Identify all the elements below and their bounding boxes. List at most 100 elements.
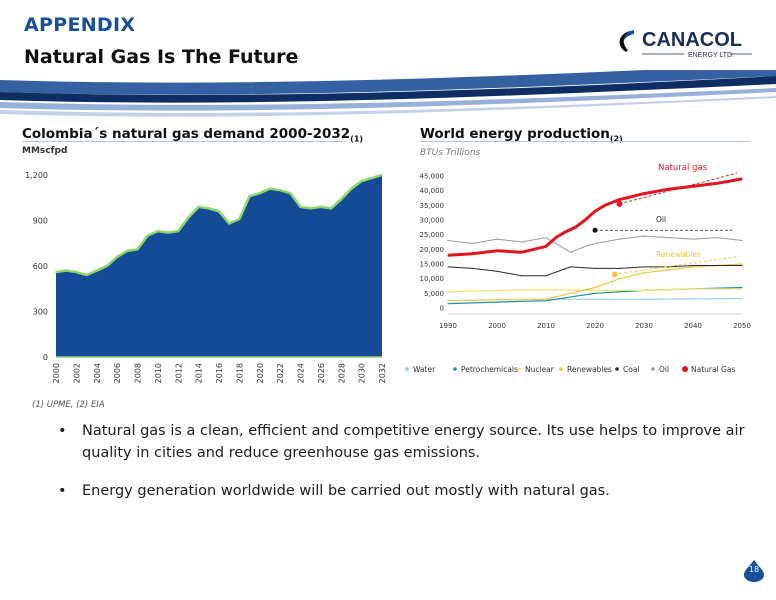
- x-tick-label: 2008: [134, 363, 143, 383]
- renewables-annotation: Renewables: [656, 250, 701, 259]
- series-point-natural-gas: [471, 253, 474, 255]
- demand-point: [75, 271, 78, 273]
- series-point-oil: [545, 237, 547, 239]
- bullet-text: Natural gas is a clean, efficient and co…: [82, 423, 745, 461]
- x-tick-label: 2026: [317, 363, 326, 383]
- series-point-petrochemicals: [447, 303, 449, 305]
- y-tick-label: 20,000: [420, 246, 445, 254]
- left-chart-unit: MMscfpd: [22, 146, 68, 156]
- series-point-natural-gas: [574, 226, 576, 228]
- legend-label: Natural Gas: [691, 365, 735, 374]
- slide-subtitle: Natural Gas Is The Future: [24, 46, 299, 68]
- series-point-water: [594, 298, 596, 300]
- demand-point: [289, 192, 292, 194]
- series-point-water: [643, 298, 645, 300]
- series-line-oil: [447, 235, 743, 253]
- series-point-renewables: [667, 269, 670, 271]
- demand-point: [177, 230, 180, 232]
- legend-label: Nuclear: [525, 365, 555, 374]
- series-point-oil: [520, 241, 523, 243]
- bullet-dot: •: [58, 423, 67, 439]
- legend-marker: [682, 366, 688, 372]
- series-point-nuclear: [447, 291, 449, 293]
- series-point-renewables: [692, 266, 694, 268]
- series-point-renewables: [741, 263, 743, 265]
- renewables-trend-arrow: [614, 256, 738, 275]
- y-tick-label: 0: [440, 305, 444, 313]
- series-line-renewables: [447, 263, 743, 302]
- legend-marker: [559, 367, 563, 371]
- demand-point: [238, 218, 241, 220]
- x-tick-label: 2014: [195, 363, 204, 383]
- demand-point: [65, 269, 67, 272]
- series-point-renewables: [643, 272, 645, 274]
- x-tick-label: 2030: [358, 363, 367, 383]
- series-point-natural-gas: [667, 188, 670, 190]
- series-point-water: [741, 298, 743, 300]
- series-point-coal: [716, 264, 719, 267]
- natural-gas-trend-arrow: [619, 172, 738, 205]
- series-point-natural-gas: [496, 250, 498, 252]
- right-title-divider: [420, 141, 750, 142]
- header-swoosh-band: [0, 70, 776, 117]
- legend-marker: [453, 367, 457, 371]
- demand-point: [299, 206, 302, 208]
- y-tick-label: 900: [33, 217, 48, 226]
- series-point-oil: [594, 242, 596, 245]
- demand-point: [360, 180, 363, 182]
- legend-label: Coal: [623, 365, 640, 374]
- series-point-natural-gas: [618, 198, 621, 201]
- series-point-renewables: [594, 286, 596, 289]
- sources-footnote: (1) UPME, (2) EIA: [32, 400, 105, 410]
- x-tick-label: 2004: [93, 363, 102, 383]
- legend-label: Oil: [659, 365, 669, 374]
- colombia-gas-demand-chart: 0 300 600 900 1,200 2000 2002 2004 2006 2008 2010 2…: [25, 171, 387, 383]
- oil-annotation: Oil: [656, 215, 666, 224]
- page-number: 18: [748, 565, 760, 574]
- series-point-oil: [716, 237, 719, 239]
- series-point-nuclear: [496, 289, 498, 291]
- series-point-petrochemicals: [594, 292, 596, 294]
- series-point-renewables: [447, 300, 449, 302]
- x-tick-label: 2016: [215, 363, 224, 383]
- series-point-oil: [741, 239, 743, 242]
- series-point-nuclear: [594, 289, 596, 291]
- y-tick-label: 40,000: [420, 187, 445, 195]
- demand-point: [208, 207, 210, 210]
- slide-title: APPENDIX: [24, 14, 136, 36]
- x-tick-label: 1990: [439, 322, 457, 330]
- series-point-natural-gas: [447, 254, 449, 256]
- series-point-oil: [447, 239, 449, 242]
- demand-point: [228, 222, 230, 225]
- series-point-coal: [520, 275, 523, 277]
- demand-point: [187, 216, 190, 219]
- legend-label: Petrochemicals: [461, 365, 518, 374]
- series-point-oil: [569, 251, 572, 253]
- oil-marker: [592, 227, 598, 233]
- series-point-natural-gas: [555, 237, 557, 239]
- demand-area: [56, 175, 382, 357]
- series-point-renewables: [545, 298, 547, 300]
- series-point-natural-gas: [565, 231, 567, 233]
- x-tick-label: 2006: [113, 363, 122, 383]
- series-point-natural-gas: [520, 251, 523, 253]
- series-point-natural-gas: [545, 245, 547, 247]
- demand-point: [309, 207, 312, 210]
- series-point-renewables: [496, 299, 498, 301]
- renewables-marker: [611, 271, 618, 278]
- series-point-oil: [618, 238, 621, 240]
- x-tick-label: 2018: [235, 363, 244, 383]
- demand-point: [258, 192, 261, 194]
- series-point-nuclear: [643, 289, 645, 291]
- y-tick-label: 45,000: [420, 173, 445, 181]
- series-point-renewables: [569, 292, 572, 294]
- y-tick-label: 15,000: [420, 261, 445, 269]
- series-point-oil: [496, 238, 498, 240]
- y-tick-label: 600: [33, 262, 48, 271]
- demand-point: [106, 265, 108, 267]
- series-point-petrochemicals: [545, 300, 547, 302]
- series-point-petrochemicals: [496, 301, 498, 303]
- legend-marker: [517, 367, 521, 371]
- series-point-natural-gas: [716, 182, 719, 184]
- x-tick-label: 2028: [337, 363, 346, 383]
